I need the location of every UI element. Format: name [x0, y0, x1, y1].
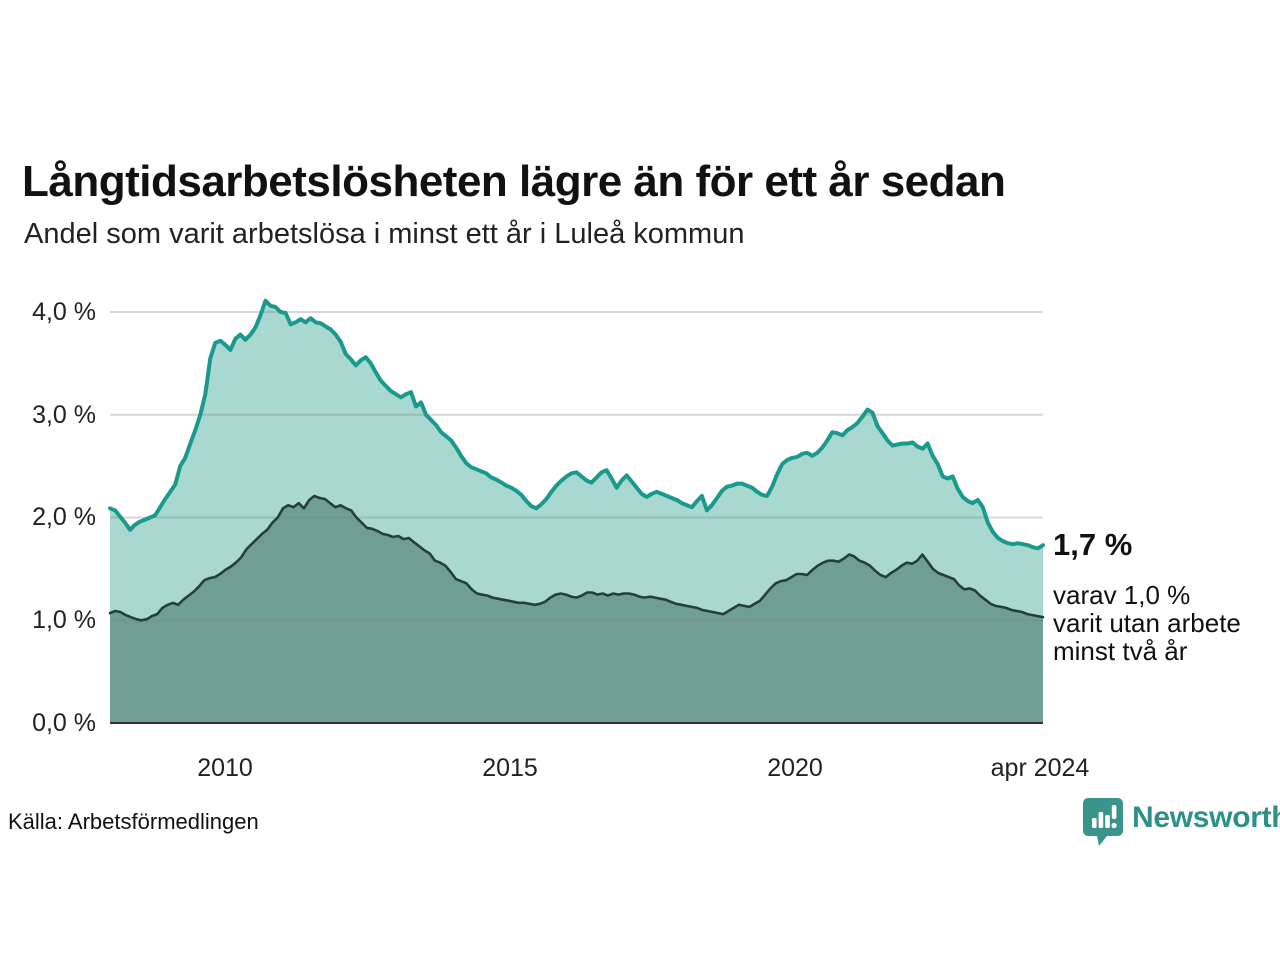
brand-logo: Newsworthy [1083, 796, 1280, 848]
page-title: Långtidsarbetslösheten lägre än för ett … [22, 157, 1006, 207]
source-note: Källa: Arbetsförmedlingen [8, 809, 259, 834]
y-axis-label: 3,0 % [32, 401, 96, 429]
chart-subtitle: Andel som varit arbetslösa i minst ett å… [24, 218, 745, 250]
x-axis-label: apr 2024 [990, 754, 1090, 782]
y-axis-label: 1,0 % [32, 606, 96, 634]
brand-name: Newsworthy [1132, 801, 1280, 834]
area-chart [108, 298, 1045, 724]
latest-value-label: 1,7 % [1053, 527, 1133, 562]
x-axis-label: 2010 [197, 754, 253, 782]
y-axis-label: 4,0 % [32, 298, 96, 326]
x-axis-label: 2020 [767, 754, 823, 782]
x-axis-label: 2015 [482, 754, 538, 782]
y-axis-label: 0,0 % [32, 709, 96, 737]
newsworthy-icon [1083, 798, 1123, 846]
y-axis-label: 2,0 % [32, 503, 96, 531]
latest-value-detail: varav 1,0 % varit utan arbete minst två … [1053, 580, 1241, 666]
